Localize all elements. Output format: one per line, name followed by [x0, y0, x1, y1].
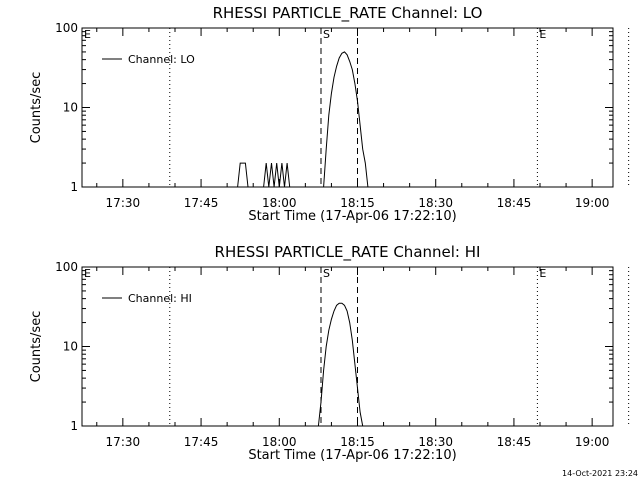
timestamp: 14-Oct-2021 23:24 [562, 469, 638, 478]
plot-hi-channel: RHESSI PARTICLE_RATE Channel: HI 1 10 100 17… [29, 243, 630, 463]
x-tick-label: 17:30 [106, 196, 141, 210]
y-tick-label: 1 [70, 419, 78, 433]
x-tick-label: 18:45 [497, 435, 532, 449]
y-tick-label: 10 [63, 101, 78, 115]
legend-label: Channel: HI [128, 292, 192, 305]
event-marker-label: E [539, 267, 546, 280]
x-tick-label: 18:00 [262, 196, 297, 210]
y-tick-label: 100 [55, 21, 78, 35]
x-tick-label: 17:45 [184, 435, 219, 449]
x-tick-label: 19:00 [575, 196, 610, 210]
x-tick-label: 18:30 [418, 435, 453, 449]
x-tick-label: 18:15 [340, 196, 375, 210]
chart-title: RHESSI PARTICLE_RATE Channel: LO [213, 4, 483, 23]
x-tick-label: 17:45 [184, 196, 219, 210]
y-tick-label: 10 [63, 340, 78, 354]
event-marker-label: E [84, 267, 91, 280]
event-marker-label: E [84, 28, 91, 41]
plot-frame [81, 266, 614, 427]
y-axis-label: Counts/sec [29, 311, 44, 383]
x-tick-label: 17:30 [106, 435, 141, 449]
x-tick-label: 18:30 [418, 196, 453, 210]
y-tick-label: 1 [70, 180, 78, 194]
chart-title: RHESSI PARTICLE_RATE Channel: HI [215, 243, 481, 262]
plot-frame [81, 27, 614, 188]
x-tick-label: 18:45 [497, 196, 532, 210]
event-marker-label: S [323, 267, 330, 280]
series-line [317, 302, 364, 427]
x-tick-label: 19:00 [575, 435, 610, 449]
legend-label: Channel: LO [128, 53, 195, 66]
y-tick-label: 100 [55, 260, 78, 274]
x-tick-label: 18:15 [340, 435, 375, 449]
x-axis-label: Start Time (17-Apr-06 17:22:10) [248, 209, 456, 224]
series-line [237, 51, 369, 188]
y-axis-label: Counts/sec [29, 72, 44, 144]
x-axis-label: Start Time (17-Apr-06 17:22:10) [248, 448, 456, 463]
x-tick-label: 18:00 [262, 435, 297, 449]
event-marker-label: E [539, 28, 546, 41]
plot-lo-channel: RHESSI PARTICLE_RATE Channel: LO 1 10 100 17… [29, 4, 630, 224]
event-marker-label: S [323, 28, 330, 41]
